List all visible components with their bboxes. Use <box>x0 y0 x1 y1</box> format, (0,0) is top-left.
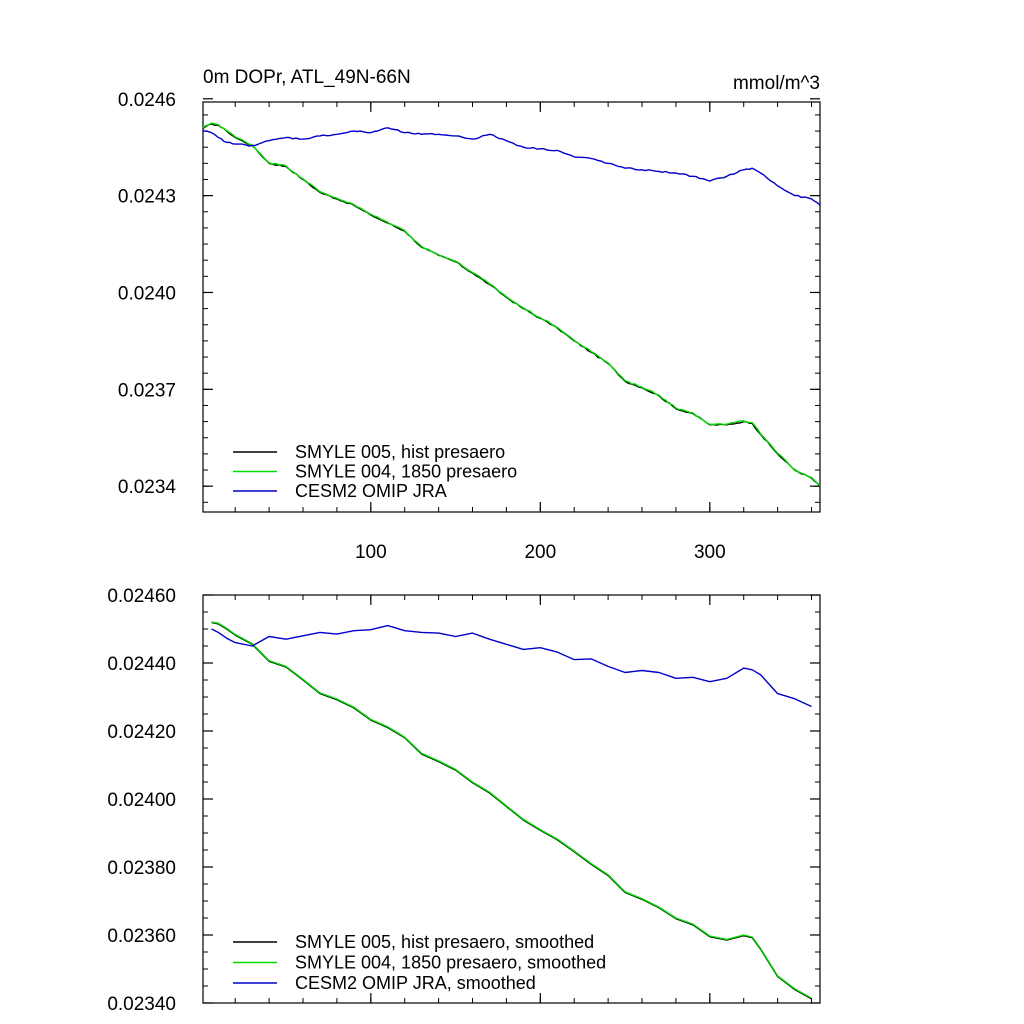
series-line-3 <box>202 127 821 206</box>
chart-title: 0m DOPr, ATL_49N-66N <box>203 67 411 88</box>
series-line-2 <box>202 122 821 487</box>
series-line-3 <box>211 624 812 708</box>
series-line-2 <box>211 621 812 999</box>
x-tick-label: 200 <box>524 542 556 563</box>
y-tick-label: 0.02460 <box>107 586 176 607</box>
y-tick-label: 0.02400 <box>107 790 176 811</box>
x-tick-label: 100 <box>355 542 387 563</box>
legend-label: SMYLE 004, 1850 presaero, smoothed <box>295 953 606 973</box>
y-tick-label: 0.0246 <box>118 90 176 111</box>
y-tick-label: 0.02380 <box>107 858 176 879</box>
units-label: mmol/m^3 <box>733 73 820 94</box>
x-tick-label: 300 <box>694 542 726 563</box>
plot-frame <box>202 101 821 513</box>
y-tick-label: 0.02420 <box>107 722 176 743</box>
y-tick-label: 0.0237 <box>118 380 176 401</box>
legend-label: SMYLE 005, hist presaero <box>295 442 505 462</box>
legend-label: CESM2 OMIP JRA, smoothed <box>295 973 536 993</box>
top-chart: 0.0234 0.0237 0.0240 0.0243 0.0246 100 200 300 0… <box>118 67 821 563</box>
y-tick-label: 0.02440 <box>107 654 176 675</box>
y-tick-label: 0.0234 <box>118 477 177 498</box>
legend-label: SMYLE 005, hist presaero, smoothed <box>295 932 594 952</box>
y-tick-label: 0.02360 <box>107 926 176 947</box>
series-line-1 <box>202 123 821 487</box>
y-tick-label: 0.0243 <box>118 187 176 208</box>
y-tick-label: 0.0240 <box>118 283 176 304</box>
bottom-chart: 0.02340 0.02360 0.02380 0.02400 0.02420 0.024… <box>107 586 821 1015</box>
legend-label: SMYLE 004, 1850 presaero <box>295 462 517 482</box>
legend-label: CESM2 OMIP JRA <box>295 481 447 501</box>
y-tick-label: 0.02340 <box>107 994 176 1015</box>
